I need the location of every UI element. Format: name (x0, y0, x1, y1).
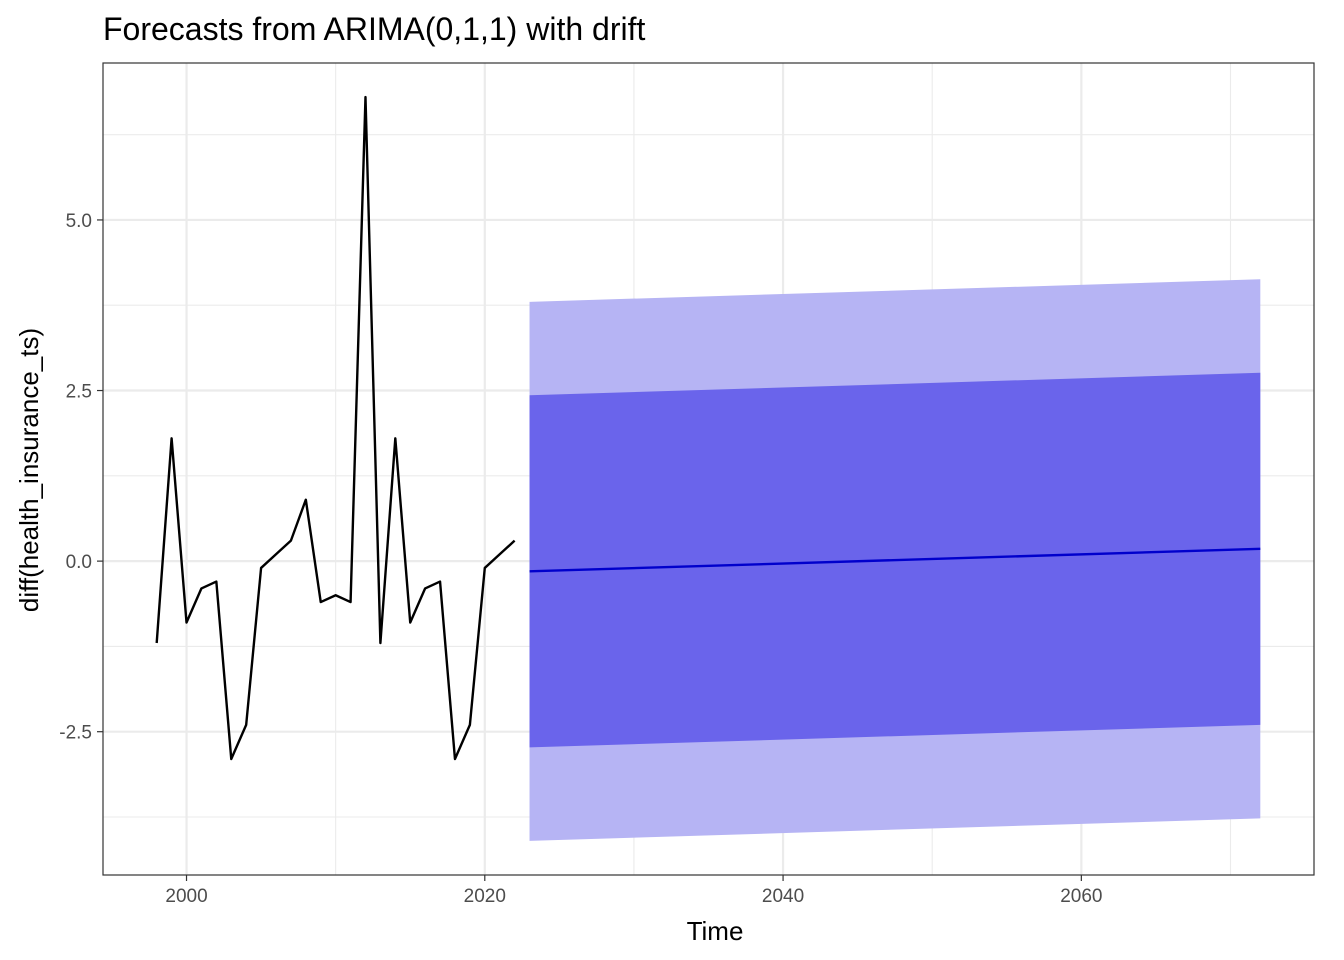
axis-ticks: 2000 2020 2040 2060 -2.5 0.0 2.5 5.0 (59, 211, 1102, 907)
x-tick-label: 2040 (762, 886, 804, 907)
history-line (155, 95, 516, 761)
x-tick-label: 2020 (464, 886, 506, 907)
chart-title: Forecasts from ARIMA(0,1,1) with drift (103, 11, 645, 47)
y-tick-label: 2.5 (66, 382, 92, 403)
y-axis-title: diff(health_insurance_ts) (14, 328, 44, 612)
x-tick-label: 2000 (165, 886, 207, 907)
plot-panel-border (102, 62, 1315, 876)
x-tick-label: 2060 (1060, 886, 1102, 907)
y-tick-label: 0.0 (66, 552, 92, 573)
series-lines (155, 95, 1261, 761)
x-axis-title: Time (687, 916, 744, 946)
y-tick-label: 5.0 (66, 211, 92, 232)
forecast-mean-line (529, 547, 1261, 573)
y-tick-label: -2.5 (59, 723, 92, 744)
